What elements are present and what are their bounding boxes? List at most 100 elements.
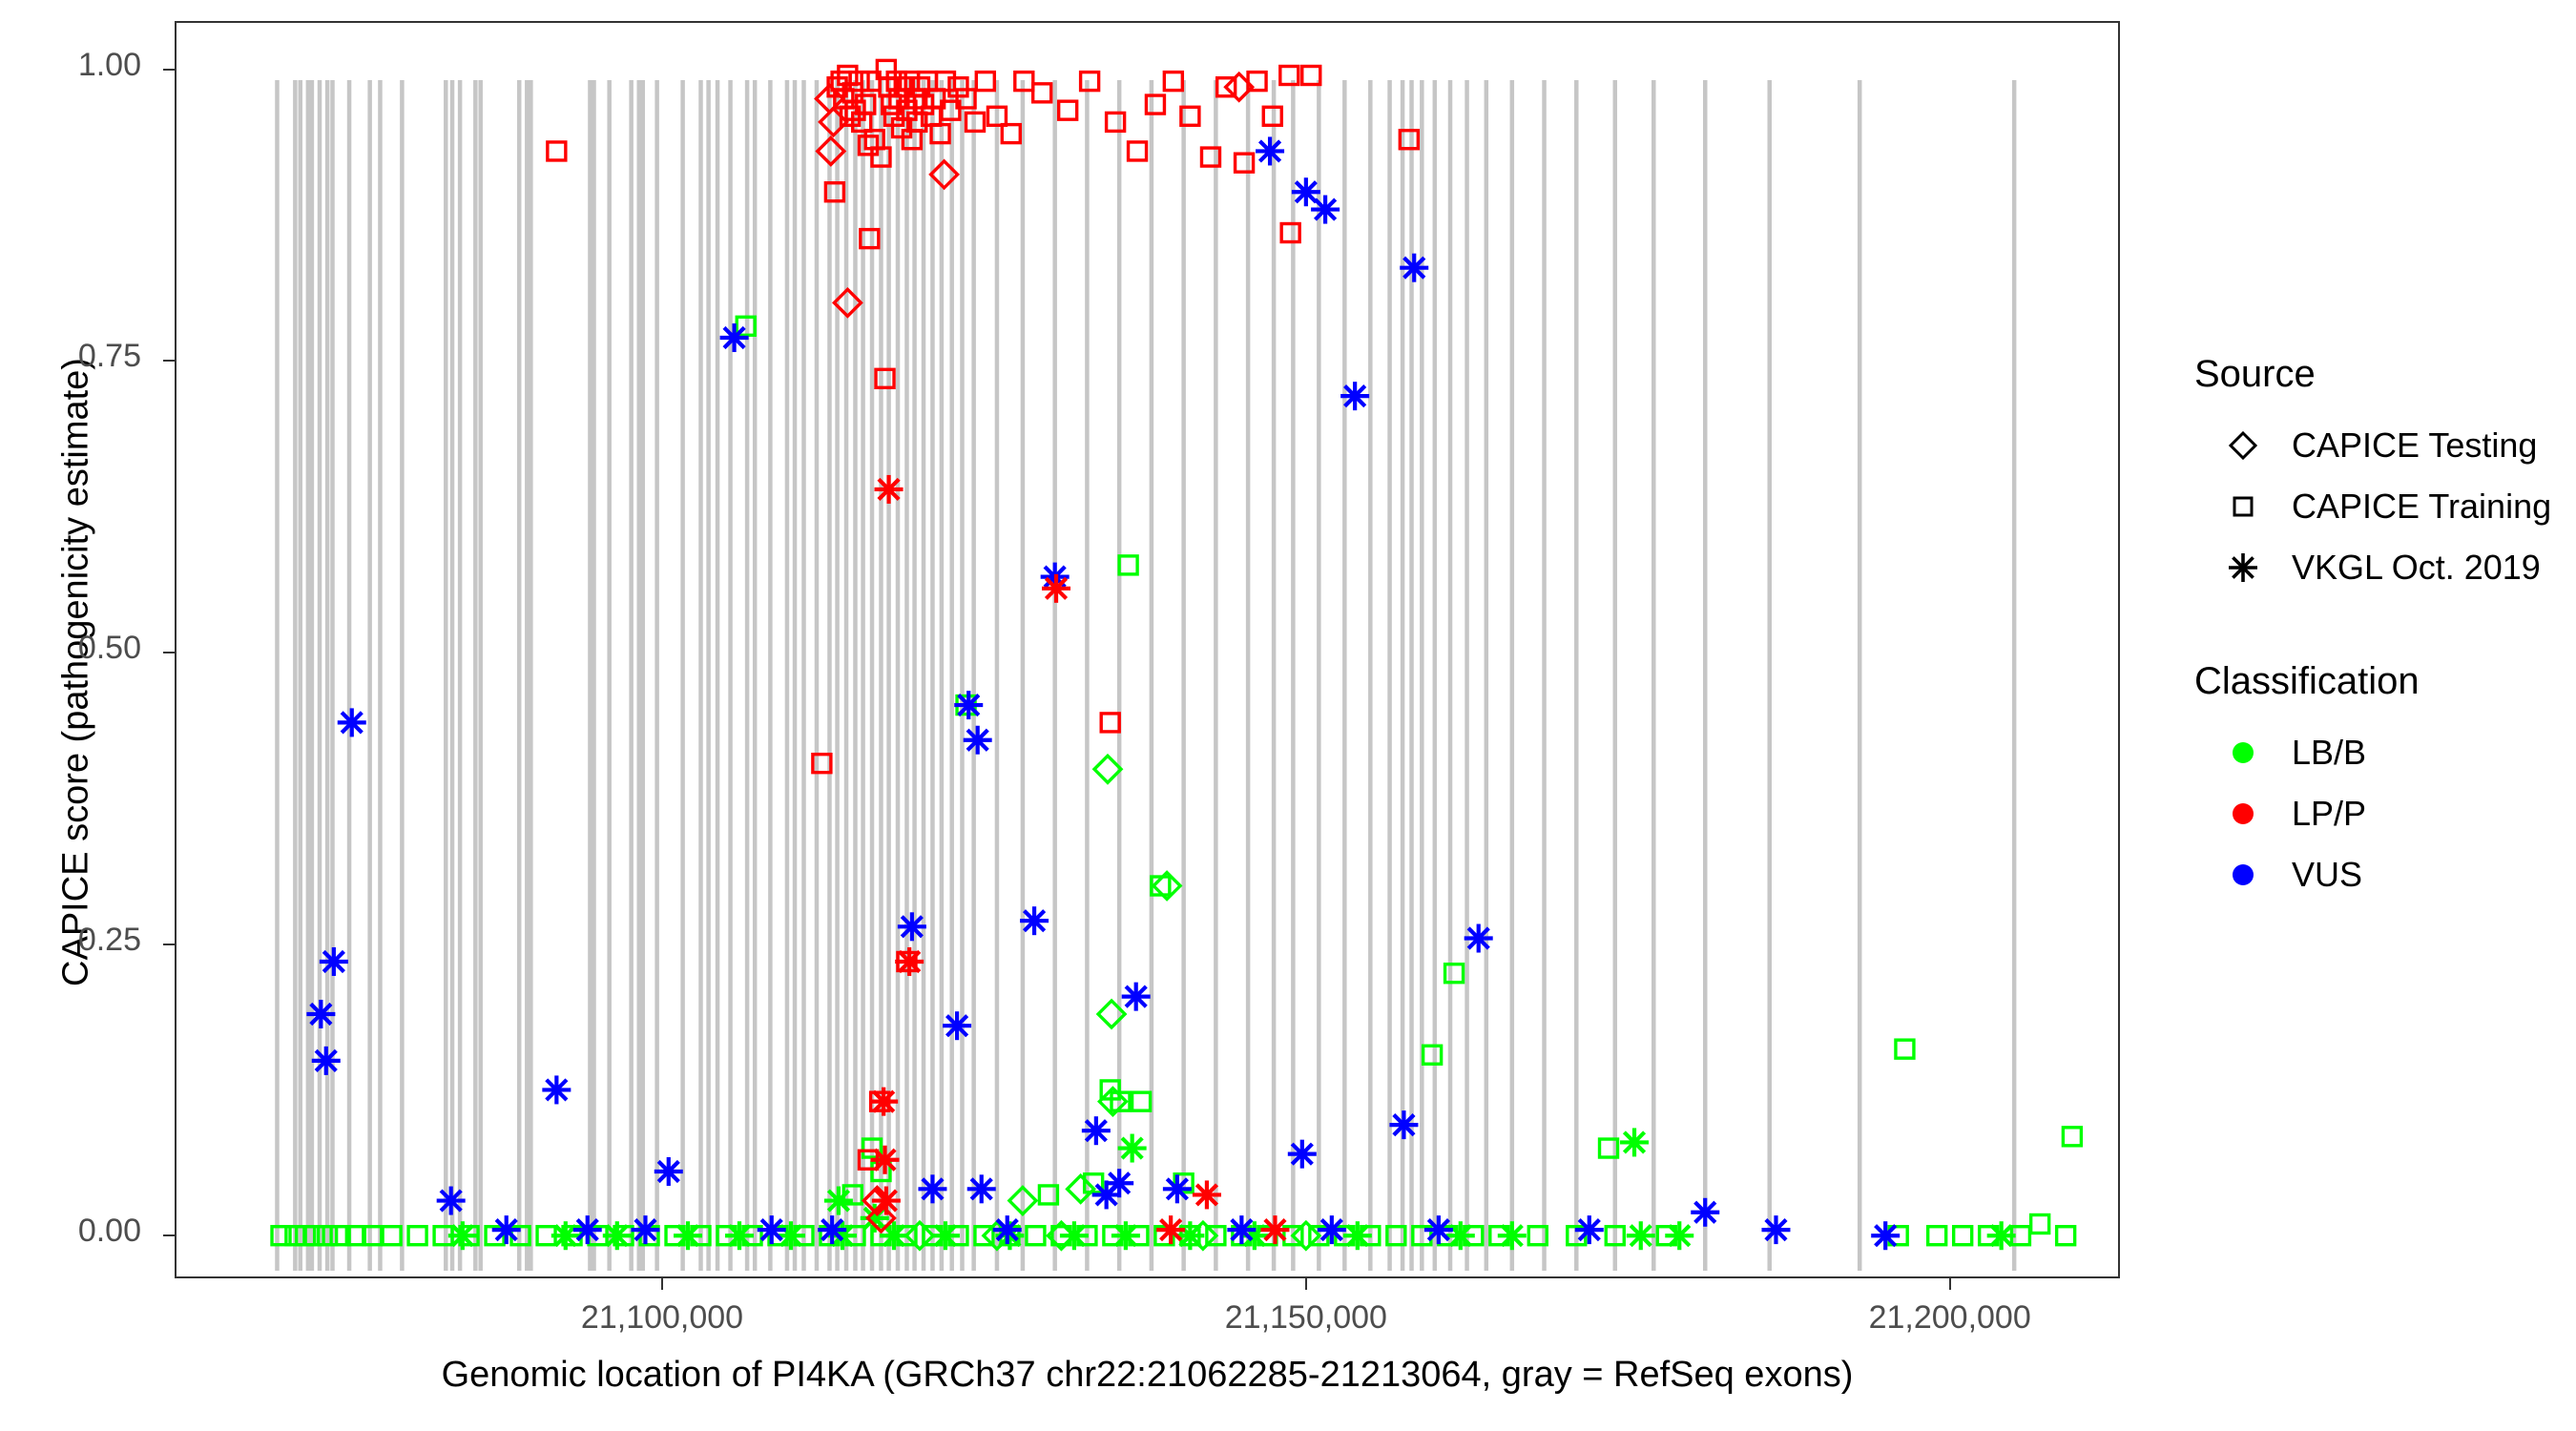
y-axis-title: CAPICE score (pathogenicity estimate)	[55, 358, 96, 986]
y-tick-label: 0.25	[77, 921, 141, 958]
data-point	[319, 946, 348, 976]
legend-item-classification-1[interactable]: LP/P	[2215, 788, 2366, 840]
y-tick-mark	[163, 1234, 175, 1237]
data-point	[1287, 1139, 1317, 1169]
data-point	[1099, 712, 1121, 734]
data-point	[869, 1087, 899, 1116]
data-point	[1215, 76, 1237, 98]
legend-key-diamond	[2215, 420, 2271, 471]
legend-item-source-0[interactable]: CAPICE Testing	[2215, 420, 2537, 471]
legend-label: VKGL Oct. 2019	[2292, 548, 2541, 587]
data-point	[831, 286, 863, 319]
data-point	[1925, 1225, 1948, 1247]
data-point	[1117, 554, 1139, 576]
data-point	[1096, 1086, 1129, 1118]
square-marker-icon	[2233, 496, 2254, 517]
data-point	[865, 1202, 897, 1234]
exon-lines	[275, 80, 2017, 1271]
data-point	[447, 1221, 477, 1251]
data-point	[654, 1156, 683, 1186]
data-point	[1597, 1137, 1620, 1159]
data-point	[1175, 1221, 1205, 1251]
data-point	[316, 1225, 339, 1247]
data-point	[1153, 1225, 1175, 1247]
data-point	[851, 111, 873, 134]
data-point	[874, 474, 904, 504]
data-point	[1030, 82, 1053, 104]
legend-item-classification-0[interactable]: LB/B	[2215, 727, 2366, 778]
data-point	[818, 106, 849, 138]
data-point	[1385, 1225, 1407, 1247]
data-point	[930, 1221, 960, 1251]
data-point	[1986, 1221, 2016, 1251]
data-point	[879, 1221, 908, 1251]
legend-key-square	[2215, 481, 2271, 532]
x-tick-mark	[1304, 1278, 1307, 1290]
circle-marker-icon	[2233, 864, 2254, 885]
data-point	[311, 1046, 341, 1075]
y-tick-label: 0.00	[77, 1213, 141, 1250]
data-point	[2028, 1213, 2051, 1235]
data-point	[542, 1075, 571, 1105]
data-point	[719, 323, 749, 353]
data-point	[940, 99, 962, 121]
data-point	[1311, 195, 1340, 224]
data-point	[1081, 1116, 1111, 1146]
y-tick-mark	[163, 68, 175, 71]
data-point	[1665, 1221, 1694, 1251]
data-point	[1111, 1221, 1140, 1251]
data-point	[1261, 105, 1283, 127]
data-point	[974, 70, 996, 93]
data-point	[870, 146, 892, 168]
data-point	[1121, 982, 1151, 1011]
data-point	[1497, 1221, 1527, 1251]
data-point	[1192, 1180, 1221, 1210]
legend-label: CAPICE Testing	[2292, 425, 2538, 465]
data-point	[631, 1215, 660, 1245]
data-point	[776, 1221, 805, 1251]
data-point	[966, 1174, 996, 1204]
data-point	[1342, 1221, 1372, 1251]
data-point	[1233, 152, 1256, 174]
data-point	[874, 367, 896, 390]
data-point	[823, 1186, 853, 1215]
data-point	[674, 1221, 703, 1251]
data-point	[1317, 1215, 1346, 1245]
data-point	[895, 946, 924, 976]
data-point	[986, 105, 1008, 127]
y-tick-label: 0.50	[77, 630, 141, 667]
data-point	[1574, 1215, 1604, 1245]
legend-item-source-2[interactable]: VKGL Oct. 2019	[2215, 542, 2541, 593]
legend-item-source-1[interactable]: CAPICE Training	[2215, 481, 2551, 532]
data-point	[1037, 1184, 1060, 1206]
data-point	[1020, 906, 1049, 936]
legend-key-circle	[2215, 727, 2271, 778]
legend-label: LP/P	[2292, 794, 2367, 833]
data-point	[1162, 70, 1185, 93]
data-point	[1130, 1090, 1153, 1112]
data-point	[815, 135, 847, 167]
data-point	[857, 135, 880, 156]
x-tick-label: 21,100,000	[580, 1299, 744, 1336]
data-point	[381, 1225, 403, 1247]
data-point	[725, 1221, 755, 1251]
legend-item-classification-2[interactable]: VUS	[2215, 849, 2362, 901]
data-point	[1156, 1215, 1186, 1245]
data-point	[1013, 70, 1035, 93]
data-points-layer	[270, 58, 2084, 1252]
data-point	[1423, 1215, 1453, 1245]
y-tick-mark	[163, 652, 175, 654]
y-tick-mark	[163, 943, 175, 945]
data-point	[546, 140, 568, 162]
data-point	[1445, 1221, 1475, 1251]
data-point	[943, 1011, 972, 1041]
data-point	[818, 1215, 847, 1245]
data-point	[861, 1137, 883, 1159]
data-point	[1091, 753, 1124, 785]
data-point	[484, 1225, 506, 1247]
data-point	[1199, 146, 1222, 168]
data-point	[735, 315, 757, 338]
data-point	[929, 122, 951, 145]
data-point	[1179, 105, 1201, 127]
data-point	[602, 1221, 632, 1251]
